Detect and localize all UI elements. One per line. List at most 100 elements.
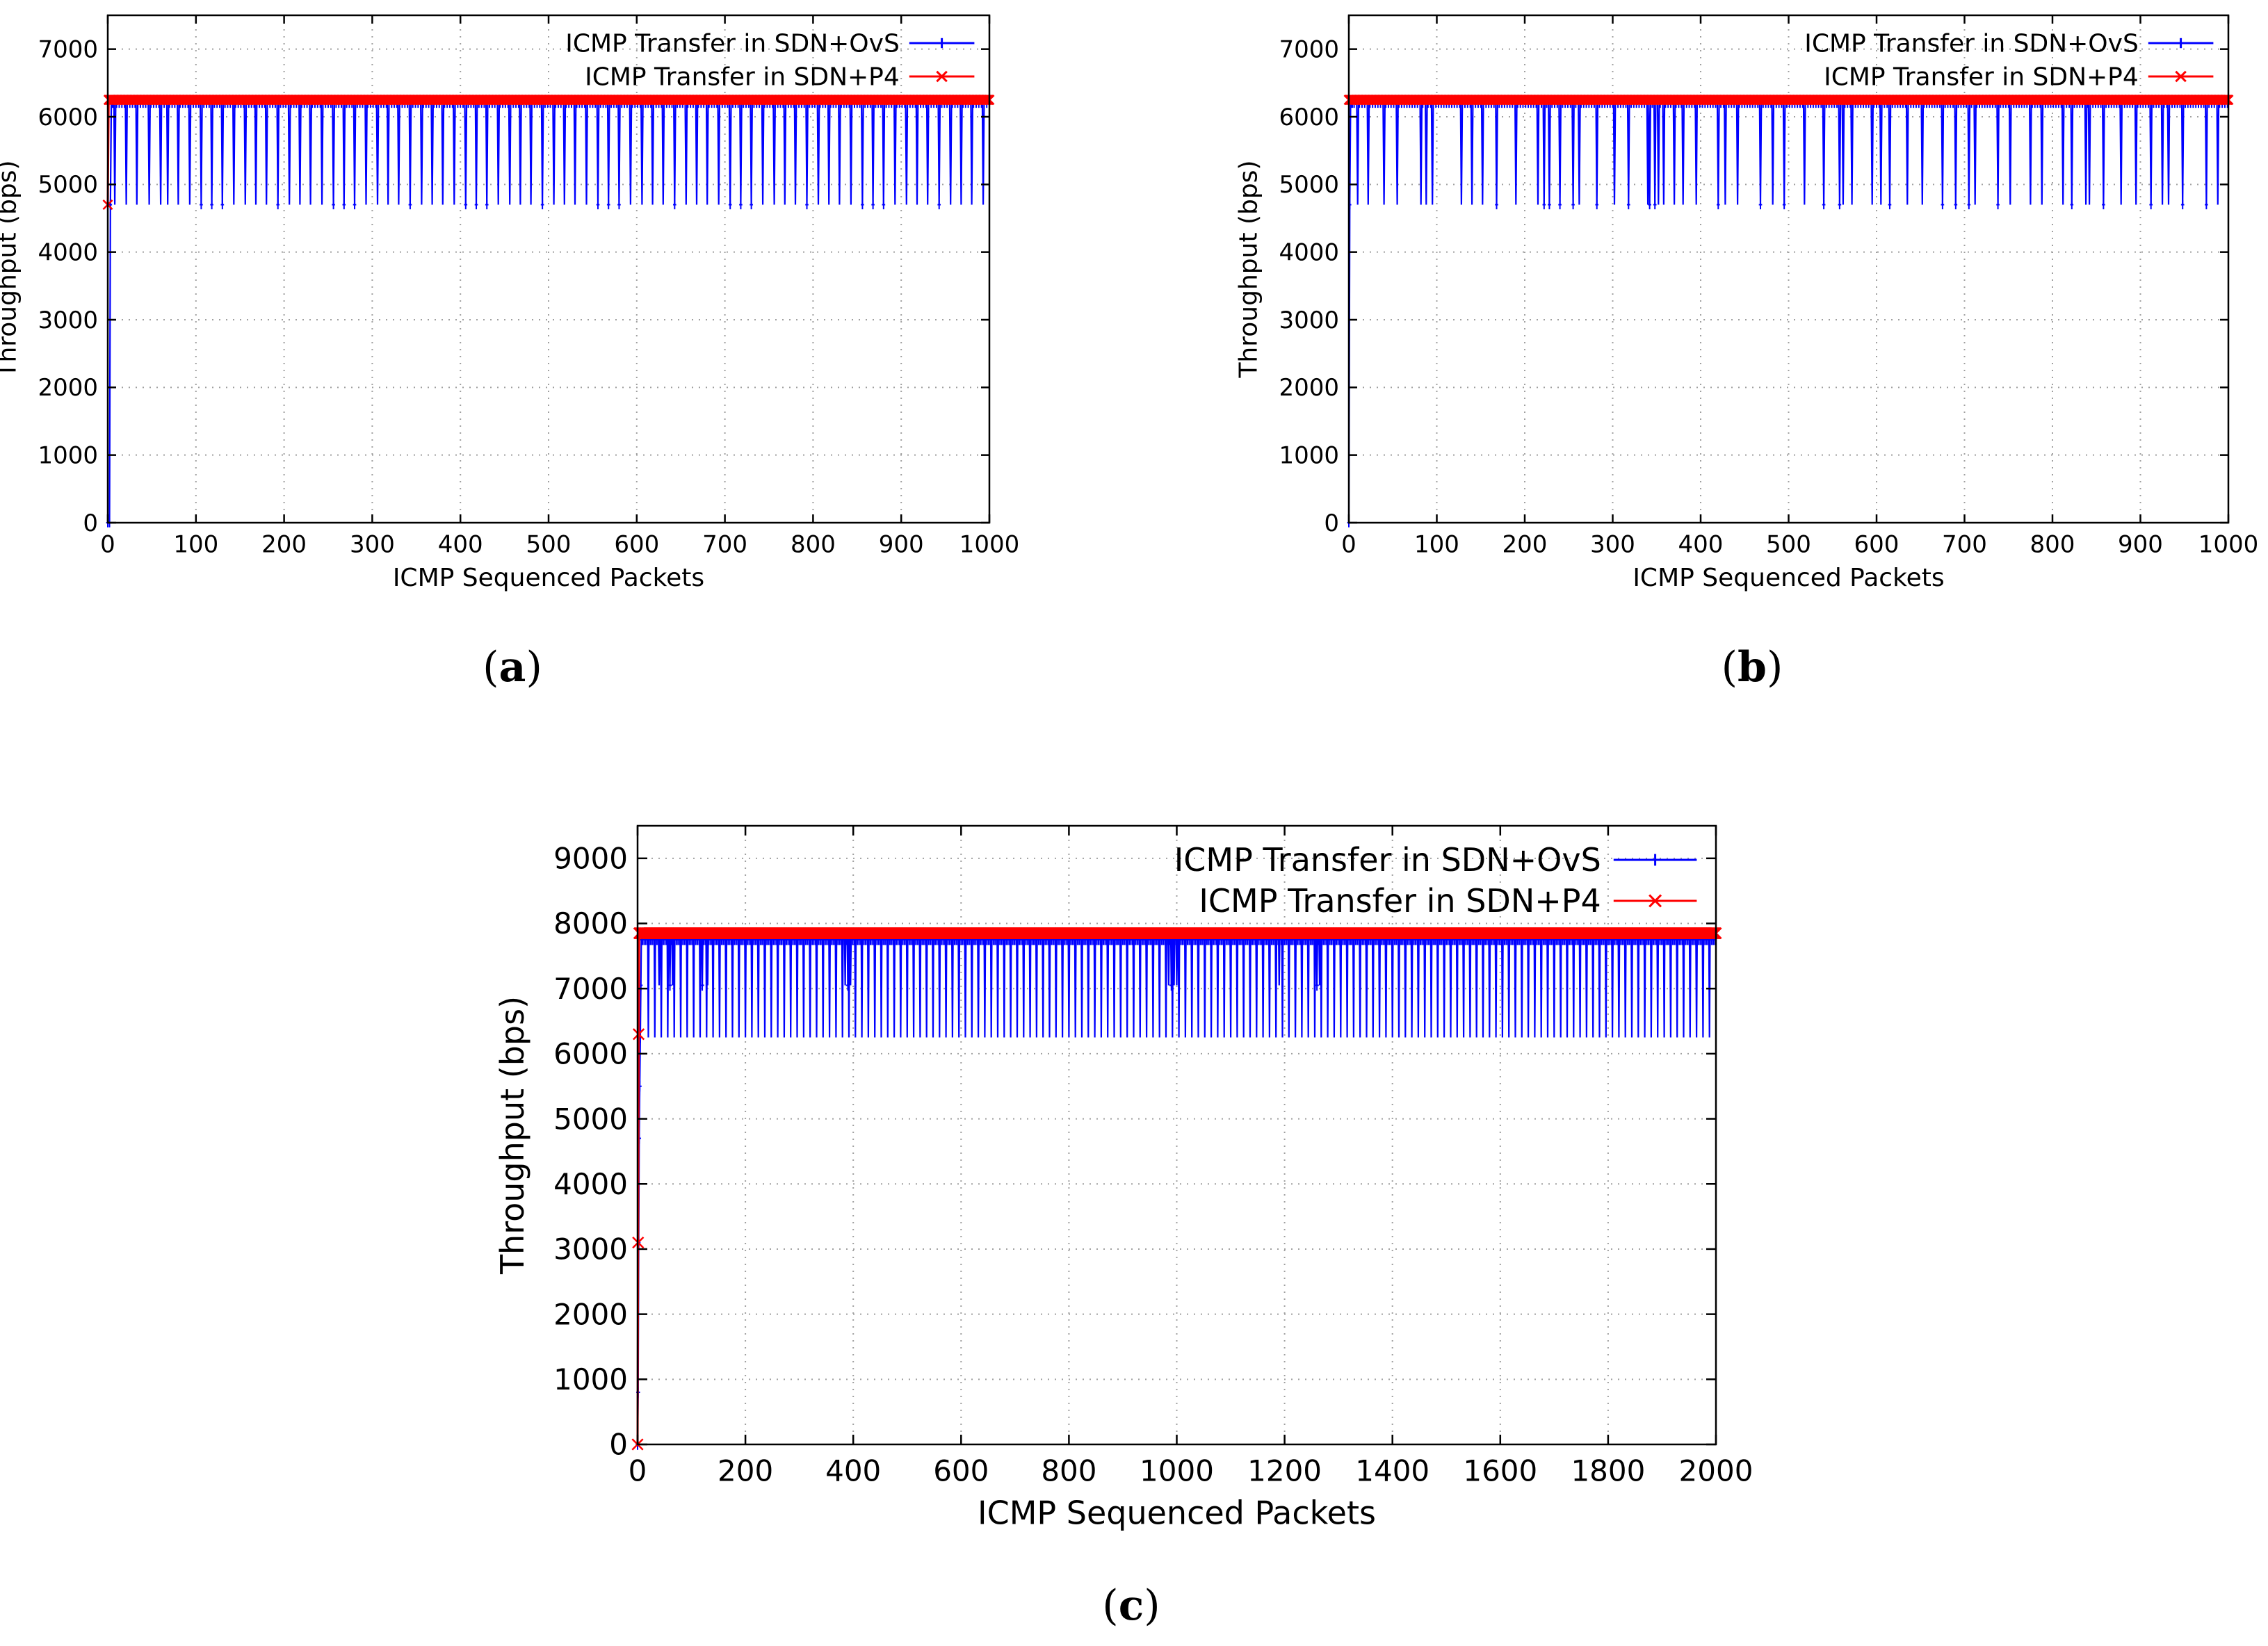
data-point-ovs [474,199,478,210]
x-tick-label: 100 [173,531,218,559]
x-tick-label: 900 [2118,531,2163,559]
data-point-ovs [540,199,544,210]
x-tick-label: 0 [1341,531,1356,559]
legend-label: ICMP Transfer in SDN+OvS [1804,30,2139,58]
x-tick-label: 800 [791,531,836,559]
y-tick-label: 5000 [38,171,98,199]
data-point-ovs [408,199,412,210]
x-tick-label: 500 [1766,531,1811,559]
y-tick-label: 7000 [38,36,98,64]
data-point-ovs [1571,199,1575,210]
data-point-ovs [1542,199,1546,210]
legend-label: ICMP Transfer in SDN+P4 [585,63,900,92]
y-tick-label: 3000 [1279,307,1339,334]
y-tick-label: 0 [1324,510,1339,537]
y-tick-label: 2000 [1279,374,1339,402]
data-point-ovs [871,199,875,210]
y-tick-label: 5000 [1279,171,1339,199]
data-point-ovs [882,199,886,210]
data-point-ovs [1548,199,1551,210]
x-tick-label: 700 [702,531,747,559]
x-tick-label: 0 [100,531,115,559]
data-point-ovs [464,199,468,210]
data-point-ovs [728,199,732,210]
data-point-ovs [937,199,941,210]
data-point-ovs [673,199,677,210]
y-tick-label: 6000 [1279,104,1339,131]
data-point-ovs [276,199,280,210]
x-axis-label: ICMP Sequenced Packets [393,564,704,592]
x-tick-label: 500 [526,531,572,559]
x-tick-label: 1000 [2198,531,2259,559]
y-tick-label: 0 [83,510,98,537]
y-tick-label: 7000 [1279,36,1339,64]
x-tick-label: 600 [1854,531,1900,559]
data-point-ovs [1758,199,1763,210]
y-tick-label: 3000 [38,307,98,334]
data-point-ovs [200,199,203,210]
x-tick-label: 300 [1590,531,1635,559]
x-tick-label: 1000 [959,531,1020,559]
data-point-ovs [739,199,743,210]
data-point-ovs [1782,199,1786,210]
data-point-ovs [1996,199,2000,210]
x-tick-label: 100 [1414,531,1459,559]
x-tick-label: 200 [1502,531,1548,559]
data-point-ovs [1954,199,1958,210]
data-point-ovs [342,199,346,210]
y-tick-label: 2000 [38,374,98,402]
data-point-ovs [220,199,225,210]
x-tick-label: 400 [1678,531,1724,559]
chart-panel-c: 0 200 400 600 800 1000 1200 1400 1600 1800 2000010… [494,824,1753,1532]
data-point-ovs [596,199,600,210]
x-tick-label: 900 [879,531,924,559]
data-point-ovs [1653,199,1657,210]
y-tick-label: 6000 [38,104,98,131]
data-point-ovs [1967,199,1971,210]
data-point-ovs [861,199,864,210]
data-point-ovs [210,199,213,210]
y-tick-label: 1000 [38,442,98,470]
y-tick-label: 1000 [1279,442,1339,470]
data-point-ovs [805,199,809,210]
data-point-ovs [1888,199,1892,210]
legend-label: ICMP Transfer in SDN+P4 [1824,63,2139,92]
x-axis-label: ICMP Sequenced Packets [1633,564,1944,592]
data-point-ovs [353,199,357,210]
y-axis-label: Throughput (bps) [1234,160,1263,378]
x-tick-label: 400 [438,531,483,559]
series-line-ovs [108,102,989,524]
data-point-ovs [1941,199,1945,210]
y-tick-label: 4000 [1279,239,1339,267]
data-point-ovs [2102,199,2105,210]
data-point-ovs [750,199,753,210]
data-point-ovs [1558,199,1562,210]
data-point-ovs [1595,199,1599,210]
legend-label: ICMP Transfer in SDN+OvS [565,30,900,58]
data-point-ovs [2205,199,2208,210]
data-point-ovs [2180,199,2185,210]
data-point-ovs [1626,199,1630,210]
series-line-p4 [106,99,989,205]
data-point-ovs [1822,199,1826,210]
x-tick-label: 300 [350,531,395,559]
data-point-ovs [2070,199,2074,210]
data-point-ovs [1838,199,1842,210]
data-point-ovs [332,199,335,210]
data-point-ovs [1495,199,1498,210]
y-tick-label: 4000 [38,239,98,267]
data-point-ovs [485,199,489,210]
chart-panel-a: 0 100 200 300 400 500 600 700 800 900 1000 0 1000 200… [0,14,1020,592]
data-point-ovs [1716,199,1720,210]
x-tick-label: 700 [1942,531,1987,559]
data-point-ovs [617,199,621,210]
x-tick-label: 200 [261,531,307,559]
data-point-ovs [606,199,610,210]
series-line-ovs [1347,102,2228,523]
x-tick-label: 600 [614,531,659,559]
data-point-ovs [2149,199,2153,210]
chart-panel-b: 0 100 200 300 400 500 600 700 800 900 1000 0 1000 200… [1234,14,2259,592]
y-axis-label: Throughput (bps) [0,160,22,378]
x-tick-label: 800 [2030,531,2075,559]
